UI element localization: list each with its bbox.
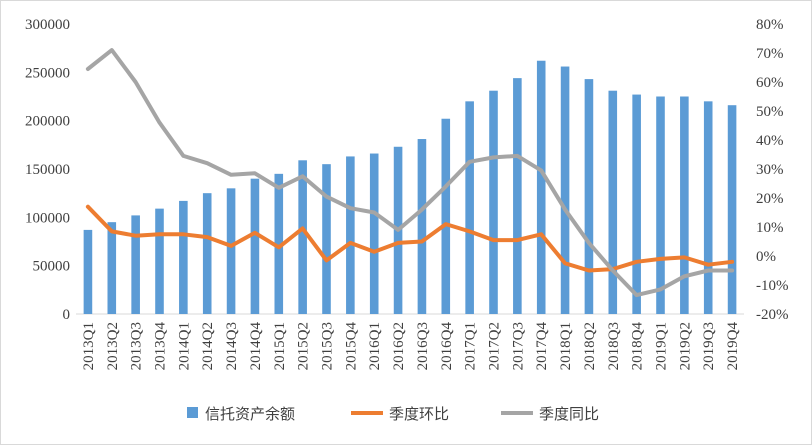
x-axis-tick-label: 2013Q4 [153,322,169,371]
x-axis-tick-label: 2015Q1 [272,322,288,370]
right-axis-tick-label: 80% [756,17,784,33]
x-axis-tick-label: 2013Q3 [129,322,145,370]
x-axis-tick-label: 2019Q2 [677,322,693,370]
left-axis-tick-label: 250000 [25,65,70,81]
bar-asset-balance [298,160,307,314]
bar-asset-balance [680,96,689,314]
bar-asset-balance [346,156,355,314]
bar-asset-balance [465,101,474,314]
bar-asset-balance [274,173,284,314]
x-axis-tick-label: 2016Q2 [391,322,407,370]
legend-swatch-bar [187,407,198,418]
x-axis-tick-label: 2017Q4 [534,322,550,371]
bar-asset-balance [536,60,546,314]
x-axis-tick-label: 2016Q4 [439,322,455,371]
bar-asset-balance [202,193,212,314]
bar-asset-balance [179,200,188,314]
x-axis-tick-label: 2016Q1 [367,322,383,370]
bar-asset-balance [226,188,236,314]
bar-asset-balance [369,153,379,314]
x-axis-tick-label: 2017Q3 [510,322,526,370]
x-axis-tick-label: 2017Q2 [487,322,503,370]
left-axis-tick-label: 100000 [25,210,70,226]
right-axis-tick-label: 10% [756,220,784,236]
bar-asset-balance [417,139,427,314]
right-axis-tick-label: 0% [756,249,776,265]
left-axis-tick-label: 50000 [33,259,71,275]
bar-asset-balance [608,90,618,314]
right-axis-tick-label: 30% [756,162,784,178]
bar-asset-balance [703,101,713,314]
x-axis-tick-label: 2019Q3 [701,322,717,370]
x-axis-tick-label: 2018Q4 [630,322,646,371]
legend-label: 信托资产余额 [205,405,295,423]
bar-asset-balance [441,118,451,314]
x-axis-tick-label: 2015Q2 [296,322,312,370]
right-axis-tick-label: 70% [756,46,784,62]
bar-asset-balance [322,164,331,314]
legend-label: 季度同比 [539,405,599,423]
x-axis-tick-label: 2017Q1 [463,322,479,370]
x-axis-tick-label: 2014Q4 [248,322,264,371]
right-axis-tick-label: 50% [756,104,784,120]
bar-asset-balance [131,215,140,314]
right-axis-tick-label: 20% [756,191,784,207]
right-axis-tick-label: 40% [756,133,784,149]
line-qoq [85,204,735,273]
line-yoy [85,48,735,298]
bar-asset-balance [83,229,93,314]
x-axis-tick-label: 2018Q3 [606,322,622,370]
x-axis-tick-label: 2015Q3 [320,322,336,370]
bar-asset-balance [727,105,737,314]
legend-label: 季度环比 [389,405,449,423]
bar-asset-balance [107,222,117,314]
left-axis-tick-label: 300000 [25,17,70,33]
x-axis-tick-label: 2013Q2 [105,322,121,370]
x-axis-tick-label: 2018Q1 [558,322,574,370]
bar-asset-balance [155,208,164,314]
x-axis-tick-label: 2018Q2 [582,322,598,370]
x-axis-tick-label: 2014Q3 [224,322,240,370]
x-axis-tick-label: 2019Q1 [654,322,670,370]
right-axis-tick-label: -10% [756,278,789,294]
bar-asset-balance [656,96,665,314]
bar-asset-balance [560,66,570,315]
x-axis-tick-label: 2015Q4 [343,322,359,371]
left-axis-tick-label: 200000 [25,114,70,130]
bar-asset-balance [513,78,522,314]
right-axis-tick-label: 60% [756,75,784,91]
x-axis-tick-label: 2014Q2 [200,322,216,370]
right-axis-tick-label: -20% [756,307,789,323]
bar-asset-balance [489,90,498,314]
bar-asset-balance [250,178,260,314]
bar-asset-balance [632,94,641,314]
x-axis-tick-label: 2013Q1 [81,322,97,370]
x-axis-tick-label: 2019Q4 [725,322,741,371]
x-axis-tick-label: 2014Q1 [176,322,192,370]
bar-asset-balance [584,79,594,314]
left-axis-tick-label: 0 [63,307,71,323]
left-axis-tick-label: 150000 [25,162,70,178]
x-axis-tick-label: 2016Q3 [415,322,431,370]
